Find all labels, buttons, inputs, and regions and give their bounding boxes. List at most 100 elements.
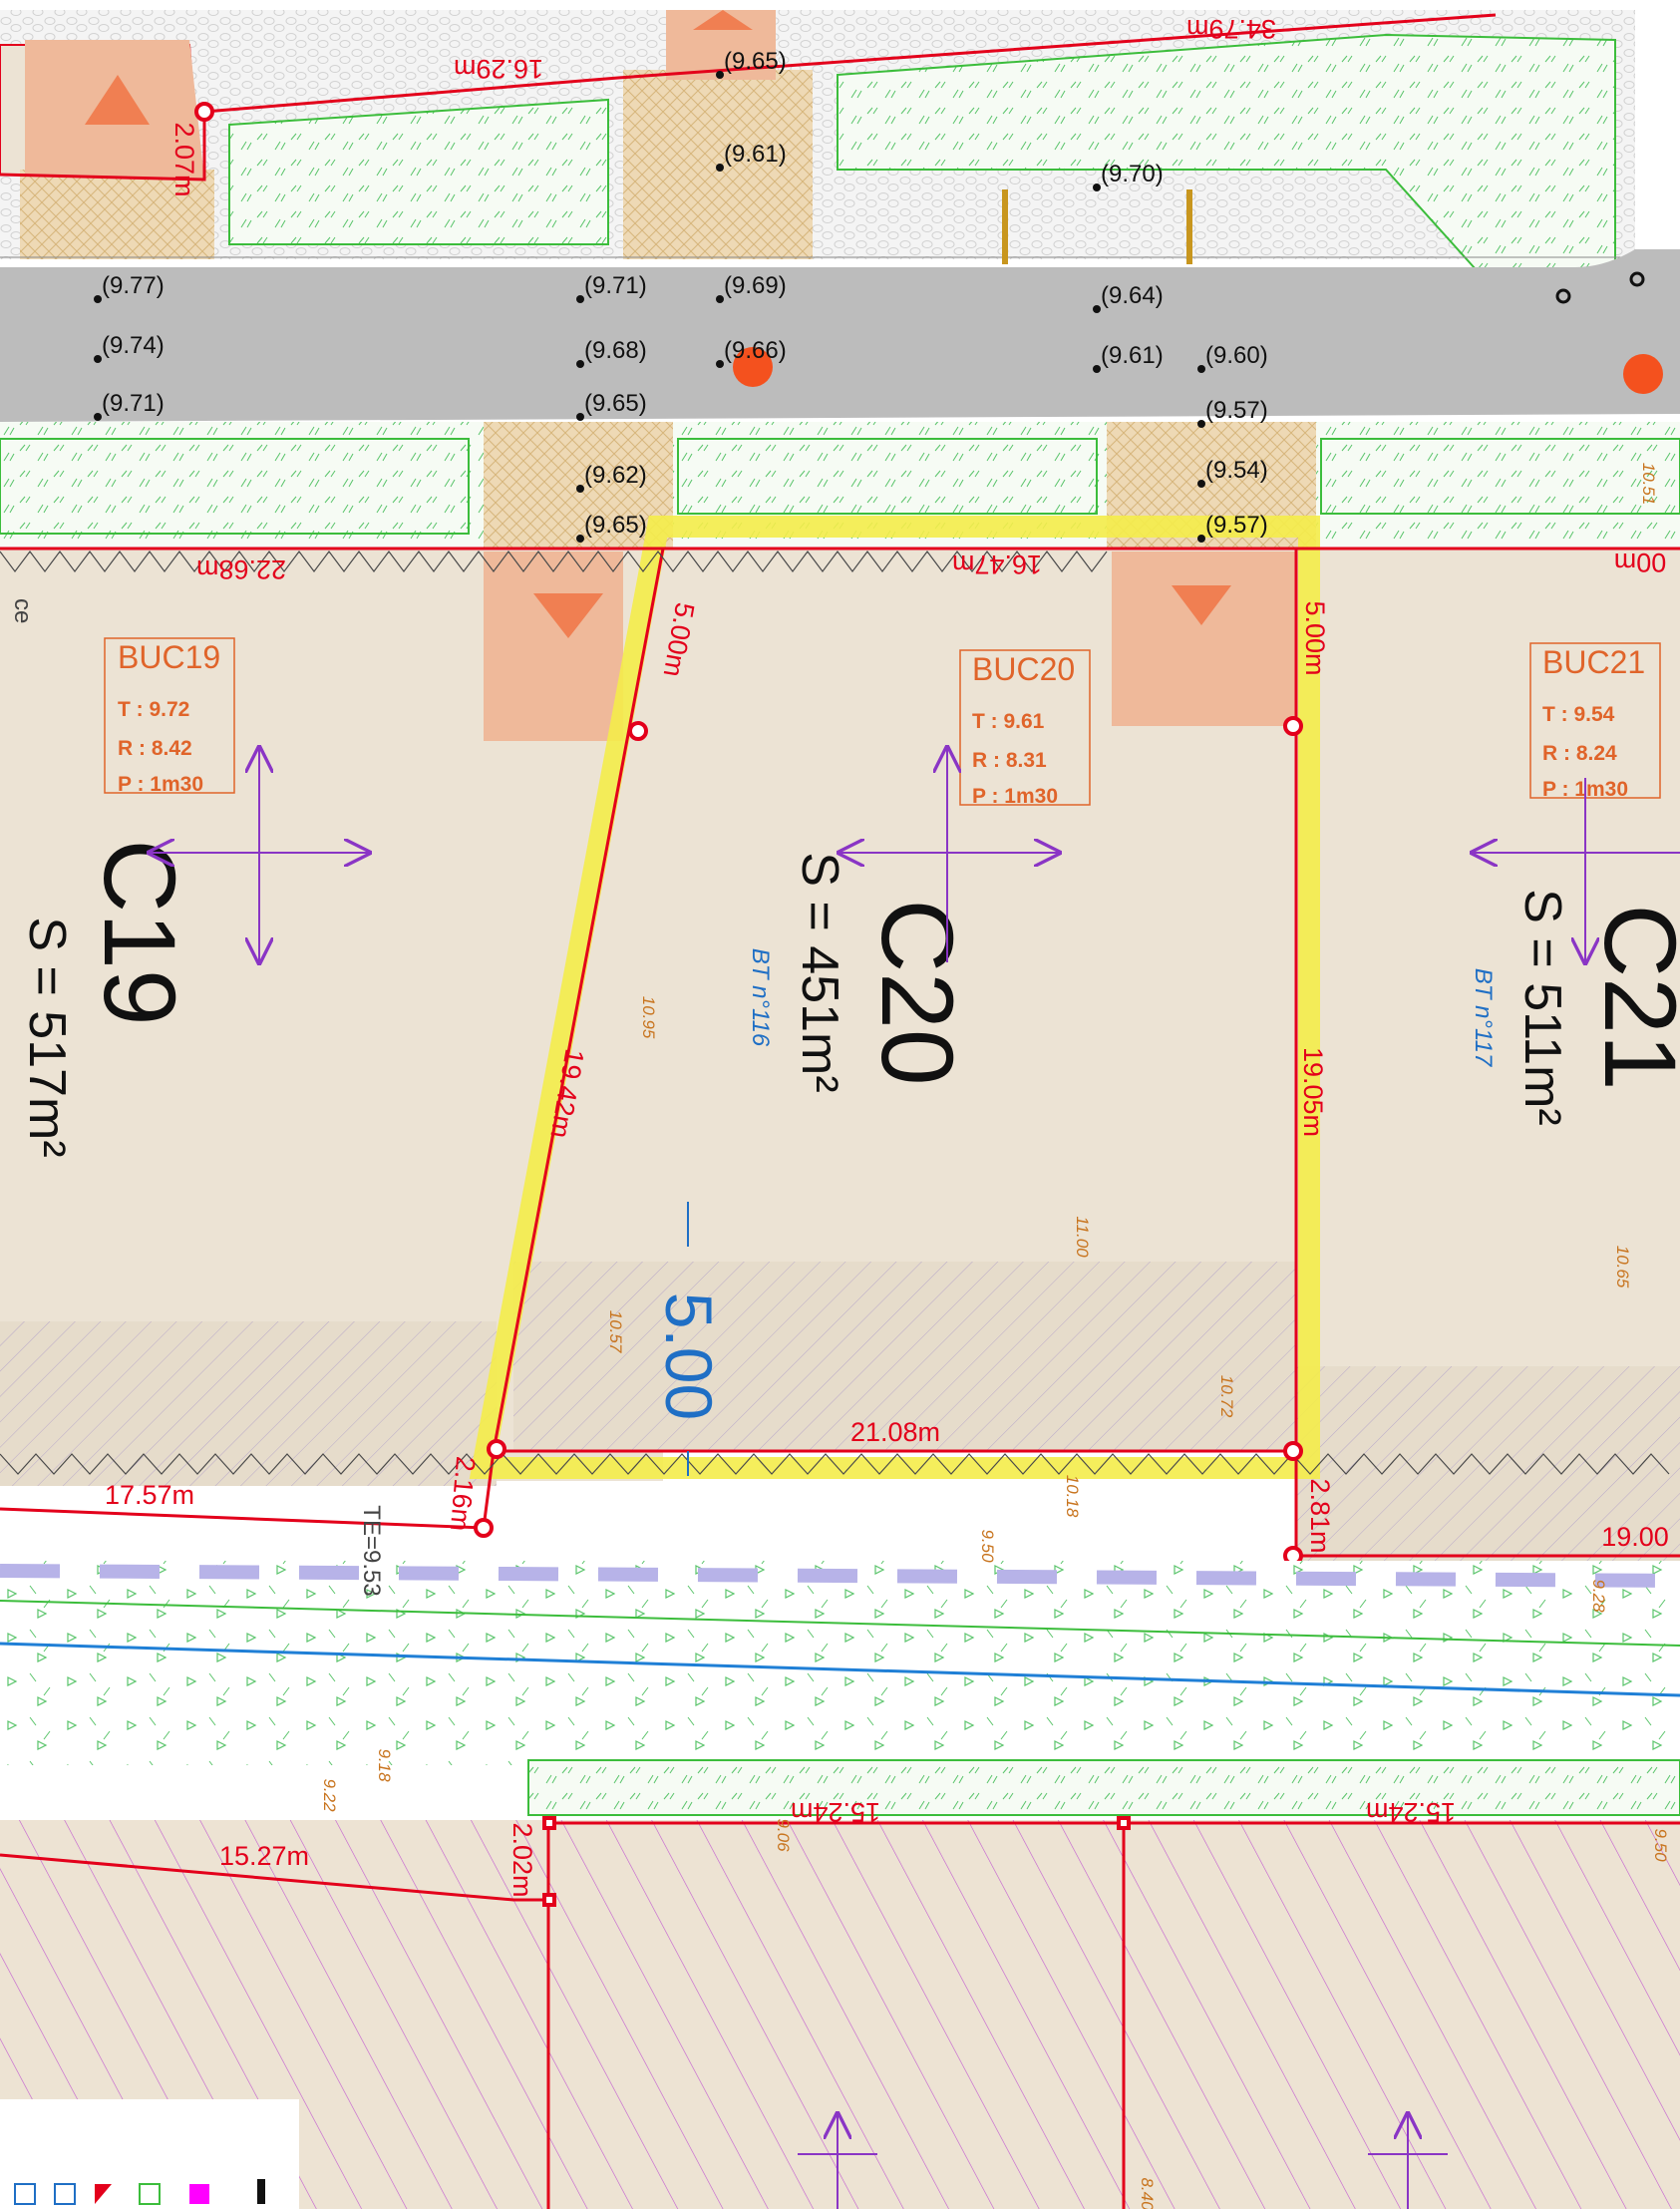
setback-hatch-c20 bbox=[513, 1262, 1296, 1451]
spot-height-dot bbox=[94, 413, 102, 421]
buc20-box: BUC20 T : 9.61 R : 8.31 P : 1m30 bbox=[959, 649, 1091, 808]
access-zone-c20 bbox=[1112, 552, 1296, 726]
spot-height-label: (9.65) bbox=[584, 512, 647, 539]
spot-height-label: (9.71) bbox=[584, 272, 647, 299]
legend-symbols bbox=[14, 2179, 265, 2205]
ground-level-label: 8.40 bbox=[1138, 2177, 1157, 2209]
spot-height-label: (9.70) bbox=[1101, 161, 1164, 187]
spot-height-label: (9.69) bbox=[724, 272, 787, 299]
gravel-access-left bbox=[484, 422, 673, 549]
access-arrow-top-center bbox=[693, 10, 753, 30]
svg-text:00m: 00m bbox=[1614, 548, 1667, 577]
spot-height-label: (9.54) bbox=[1205, 457, 1268, 484]
svg-text:BUC21: BUC21 bbox=[1542, 644, 1645, 680]
ground-level-label: 10.95 bbox=[639, 996, 658, 1039]
lot-area-c19: S = 517m² bbox=[18, 917, 76, 1157]
svg-text:5.00m: 5.00m bbox=[1300, 600, 1330, 675]
spot-height-label: (9.71) bbox=[102, 390, 165, 417]
spot-height-dot bbox=[576, 360, 584, 368]
svg-text:2.02m: 2.02m bbox=[507, 1822, 537, 1897]
spot-height-dot bbox=[94, 355, 102, 363]
spot-height-label: (9.65) bbox=[584, 390, 647, 417]
ground-levels: 10.95 11.00 10.57 10.72 10.65 10.18 9.50 9.28 9.… bbox=[320, 463, 1670, 2209]
svg-text:16.47m: 16.47m bbox=[952, 550, 1042, 579]
spot-height-dot bbox=[1093, 305, 1101, 313]
svg-text:2.16m: 2.16m bbox=[445, 1455, 481, 1532]
bt-label-c20: BT n°116 bbox=[747, 948, 774, 1047]
svg-text:P : 1m30: P : 1m30 bbox=[972, 785, 1058, 808]
spot-height-label: (9.68) bbox=[584, 337, 647, 364]
lower-verge bbox=[0, 1561, 1680, 1765]
svg-text:34.79m: 34.79m bbox=[1186, 14, 1276, 44]
hydrant-center bbox=[733, 347, 773, 387]
spot-height-dot bbox=[94, 295, 102, 303]
svg-text:T : 9.61: T : 9.61 bbox=[972, 710, 1045, 733]
ground-level-label: 10.51 bbox=[1639, 463, 1658, 506]
svg-text:15.24m: 15.24m bbox=[1366, 1797, 1456, 1827]
spot-height-label: (9.57) bbox=[1205, 397, 1268, 424]
spot-height-label: (9.60) bbox=[1205, 342, 1268, 369]
svg-text:22.68m: 22.68m bbox=[196, 554, 286, 584]
legend-box bbox=[0, 2099, 299, 2209]
svg-text:21.08m: 21.08m bbox=[850, 1417, 940, 1447]
spot-heights: (9.65) (9.61) (9.70) (9.77) (9.71) (9.69) (9.6… bbox=[94, 48, 1268, 543]
cross-arrows bbox=[150, 748, 1680, 962]
spot-height-label: (9.61) bbox=[1101, 342, 1164, 369]
ground-level-label: 9.28 bbox=[1589, 1579, 1608, 1613]
ground-level-label: 9.06 bbox=[774, 1818, 793, 1852]
spot-height-label: (9.62) bbox=[584, 462, 647, 489]
buc19-box: BUC19 T : 9.72 R : 8.42 P : 1m30 bbox=[104, 637, 235, 796]
lot-id-c21: C21 bbox=[1583, 904, 1680, 1090]
svg-text:T : 9.72: T : 9.72 bbox=[118, 698, 189, 721]
lot-id-c19: C19 bbox=[83, 839, 196, 1025]
spot-height-label: (9.66) bbox=[724, 337, 787, 364]
ground-level-label: 9.18 bbox=[375, 1748, 394, 1782]
ground-level-label: 10.57 bbox=[606, 1310, 625, 1353]
spot-height-label: (9.64) bbox=[1101, 282, 1164, 309]
svg-text:P : 1m30: P : 1m30 bbox=[118, 773, 203, 796]
spot-height-dot bbox=[576, 413, 584, 421]
ground-level-label: 9.22 bbox=[320, 1778, 339, 1812]
svg-text:15.24m: 15.24m bbox=[791, 1797, 880, 1827]
svg-text:R : 8.31: R : 8.31 bbox=[972, 749, 1047, 772]
access-arrow-c19 bbox=[533, 593, 603, 638]
spot-height-dot bbox=[716, 71, 724, 79]
road bbox=[0, 249, 1680, 422]
te-label: TE=9.53 bbox=[358, 1505, 385, 1596]
svg-text:BUC19: BUC19 bbox=[118, 639, 220, 675]
setback-hatch-c21 bbox=[1296, 1366, 1680, 1561]
spot-height-dot bbox=[576, 535, 584, 543]
spot-height-label: (9.77) bbox=[102, 272, 165, 299]
svg-text:15.27m: 15.27m bbox=[219, 1841, 309, 1871]
zigzag-rear bbox=[0, 1453, 1670, 1475]
ground-level-label: 10.18 bbox=[1063, 1475, 1082, 1518]
edge-text: ce bbox=[9, 598, 36, 623]
top-green-strip-left bbox=[228, 98, 609, 245]
spot-height-dot bbox=[1197, 535, 1205, 543]
spot-height-dot bbox=[1197, 420, 1205, 428]
svg-text:BUC20: BUC20 bbox=[972, 651, 1075, 687]
spot-height-label: (9.57) bbox=[1205, 512, 1268, 539]
setback-hatch-c19 bbox=[0, 1321, 497, 1486]
spot-height-dot bbox=[1197, 365, 1205, 373]
lot-area-c21: S = 511m² bbox=[1513, 889, 1571, 1125]
access-zone-c19 bbox=[484, 552, 623, 741]
ground-level-label: 10.72 bbox=[1217, 1375, 1236, 1418]
spot-height-dot bbox=[576, 295, 584, 303]
hydrant-right bbox=[1623, 354, 1663, 394]
spot-height-dot bbox=[576, 485, 584, 493]
svg-text:R : 8.24: R : 8.24 bbox=[1542, 742, 1617, 765]
svg-text:16.29m: 16.29m bbox=[454, 54, 543, 84]
boundary-corner-markers bbox=[194, 102, 1303, 1566]
dimension-labels: 34.79m 16.29m 2.07m 22.68m 16.47m 00m 5.… bbox=[105, 14, 1669, 1898]
lot-area-c20: S = 451m² bbox=[791, 852, 848, 1092]
spot-height-label: (9.74) bbox=[102, 332, 165, 359]
spot-height-dot bbox=[1093, 365, 1101, 373]
ground-level-label: 11.00 bbox=[1073, 1216, 1092, 1258]
lot-id-c20: C20 bbox=[860, 899, 974, 1085]
svg-text:17.57m: 17.57m bbox=[105, 1480, 194, 1510]
spot-height-dot bbox=[716, 360, 724, 368]
svg-text:19.00: 19.00 bbox=[1601, 1522, 1669, 1552]
parcel-c20 bbox=[494, 549, 1296, 1451]
